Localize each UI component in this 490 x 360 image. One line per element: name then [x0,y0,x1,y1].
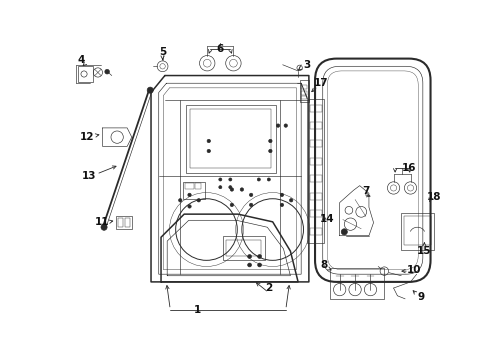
Circle shape [207,149,211,153]
Bar [310,175,322,182]
Bar [301,91,307,95]
Circle shape [207,139,211,143]
Circle shape [197,199,200,202]
Bar [310,158,322,165]
Circle shape [268,178,270,181]
Bar [301,85,307,89]
Bar [300,80,309,102]
Circle shape [188,193,191,197]
Bar [404,216,431,245]
Bar [310,210,322,217]
Circle shape [280,203,284,207]
Bar [401,213,434,249]
Bar [183,182,205,199]
Circle shape [147,87,153,93]
Text: 18: 18 [426,192,441,202]
Text: 12: 12 [80,132,95,142]
Circle shape [219,178,222,181]
Text: 14: 14 [320,214,335,224]
Circle shape [258,255,262,258]
Text: 3: 3 [304,60,311,70]
Circle shape [276,124,280,127]
Circle shape [249,203,253,207]
Bar [310,228,322,235]
Bar [190,109,271,168]
Bar [117,216,132,229]
Circle shape [257,178,260,181]
Circle shape [290,199,293,202]
Text: 2: 2 [265,283,272,293]
Circle shape [258,263,262,267]
Text: 1: 1 [194,305,201,315]
Bar [78,66,93,82]
Circle shape [280,193,284,197]
Text: 15: 15 [417,246,432,256]
Circle shape [188,205,191,208]
Circle shape [81,71,87,77]
Circle shape [178,199,182,202]
Circle shape [240,188,244,191]
Circle shape [229,186,232,189]
Bar [310,193,322,200]
Circle shape [230,188,234,191]
Bar [125,218,130,227]
Bar [226,239,261,256]
Bar [118,218,123,227]
Bar [310,140,322,147]
Text: 7: 7 [362,186,369,196]
Text: 16: 16 [402,163,416,173]
Bar [330,268,384,299]
Bar [186,105,276,172]
Text: 4: 4 [77,55,85,65]
Bar [310,122,322,129]
Bar [307,99,324,243]
Bar [185,183,194,189]
Text: 13: 13 [81,171,96,181]
Circle shape [219,186,222,189]
Bar [222,236,265,260]
Circle shape [101,224,107,230]
Circle shape [284,124,288,127]
Circle shape [230,203,234,207]
Circle shape [269,149,272,153]
Circle shape [105,69,109,74]
Text: 5: 5 [159,48,166,58]
Circle shape [247,263,251,267]
Text: 10: 10 [406,265,421,275]
Bar [195,183,201,189]
Circle shape [249,193,253,197]
Bar [310,105,322,112]
Circle shape [247,255,251,258]
Text: 9: 9 [418,292,425,302]
Text: 17: 17 [314,78,328,88]
Text: 11: 11 [95,217,110,227]
Circle shape [269,139,272,143]
Bar [301,95,307,99]
Circle shape [229,178,232,181]
Circle shape [341,229,347,235]
Text: 6: 6 [217,44,224,54]
Text: 8: 8 [320,260,328,270]
